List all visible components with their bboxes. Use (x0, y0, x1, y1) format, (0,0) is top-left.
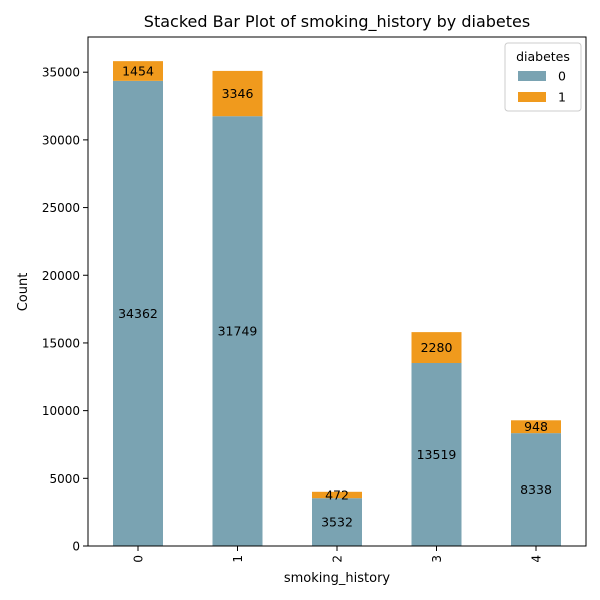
legend: diabetes 01 (504, 42, 582, 112)
y-tick-label: 10000 (42, 404, 80, 418)
bar-value-label-cat3-series0: 13519 (417, 447, 457, 462)
bar-value-label-cat1-series0: 31749 (218, 324, 258, 339)
bar-value-label-cat2-series0: 3532 (321, 515, 353, 530)
bar-value-label-cat1-series1: 3346 (222, 86, 254, 101)
x-tick-label: 4 (530, 555, 544, 563)
x-tick-label: 2 (331, 555, 345, 563)
bar-segment-cat1-series1 (212, 70, 263, 117)
bar-segment-cat3-series1 (411, 332, 462, 363)
y-tick-label: 25000 (42, 201, 80, 215)
bar-labels-group: 34362 1454 31749 3346 3532 472 13519 2280 8338 94… (118, 63, 552, 529)
legend-entries: 01 (518, 69, 566, 105)
x-tick-label: 1 (231, 555, 245, 563)
y-axis: 0 5000 10000 15000 20000 25000 30000 35000 (42, 66, 88, 554)
bar-value-label-cat4-series1: 948 (524, 419, 548, 434)
y-tick-label: 30000 (42, 133, 80, 147)
bar-segment-cat0-series1 (113, 61, 163, 81)
bar-segment-cat4-series1 (511, 420, 561, 434)
bar-segment-cat3-series0 (411, 362, 462, 546)
y-tick-label: 35000 (42, 66, 80, 80)
bar-segment-cat1-series0 (212, 116, 263, 546)
legend-entry-label-1: 1 (558, 90, 566, 105)
x-axis-label: smoking_history (284, 571, 391, 586)
legend-swatch-0 (518, 71, 546, 81)
y-axis-label: Count (16, 273, 31, 312)
bar-segment-cat2-series0 (312, 498, 362, 546)
y-tick-label: 0 (72, 540, 80, 554)
x-tick-label: 0 (132, 555, 146, 563)
legend-title: diabetes (516, 49, 570, 64)
x-tick-label: 3 (430, 555, 444, 563)
y-tick-label: 15000 (42, 336, 80, 350)
bar-value-label-cat2-series1: 472 (325, 487, 349, 502)
bar-value-label-cat0-series0: 34362 (118, 306, 158, 321)
bar-segment-cat4-series0 (511, 433, 561, 546)
chart-title: Stacked Bar Plot of smoking_history by d… (144, 12, 530, 32)
bars-group (113, 61, 561, 547)
legend-entry-label-0: 0 (558, 69, 566, 84)
bar-value-label-cat4-series0: 8338 (520, 482, 552, 497)
x-axis: 0 1 2 3 4 (132, 546, 544, 563)
y-tick-label: 20000 (42, 269, 80, 283)
bar-segment-cat0-series0 (113, 80, 163, 547)
legend-swatch-1 (518, 92, 546, 102)
bar-value-label-cat0-series1: 1454 (122, 63, 154, 78)
y-tick-label: 5000 (49, 472, 80, 486)
bar-segment-cat2-series1 (312, 491, 362, 499)
bar-value-label-cat3-series1: 2280 (421, 340, 453, 355)
